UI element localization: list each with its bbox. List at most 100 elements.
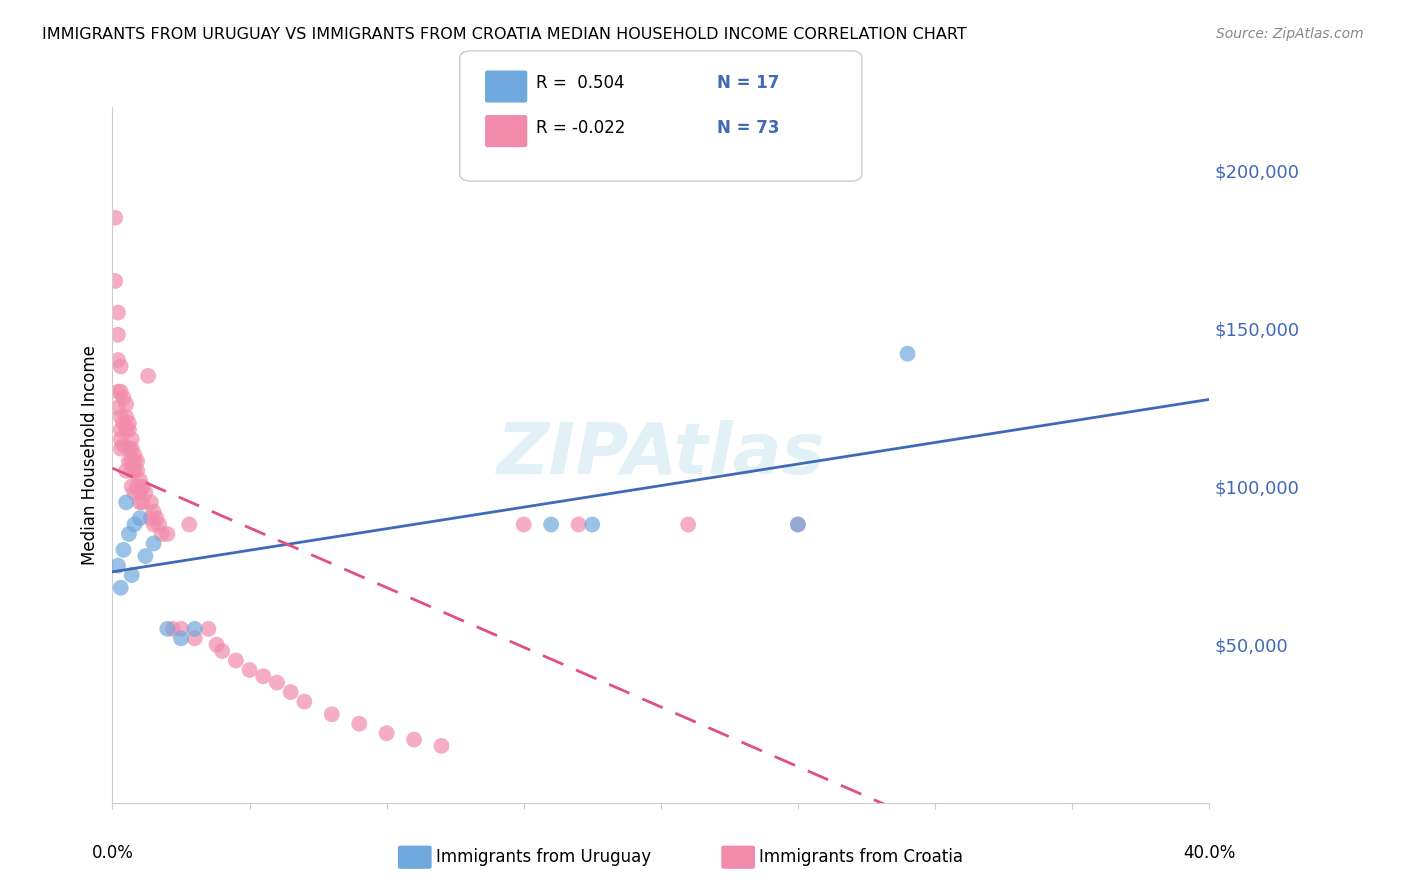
Point [430,739,453,753]
Text: N = 73: N = 73 [717,119,779,136]
Point [121,442,143,456]
Text: Immigrants from Croatia: Immigrants from Croatia [759,848,963,866]
Point [121,464,143,478]
Point [211,644,233,658]
Text: Immigrants from Uruguay: Immigrants from Uruguay [436,848,651,866]
Text: ZIPAtlas: ZIPAtlas [496,420,825,490]
Point [225,653,247,667]
Point [170,632,193,646]
Point [183,622,207,636]
Point [127,464,149,478]
Point [118,442,141,456]
Point [252,669,274,683]
Text: N = 17: N = 17 [717,74,779,92]
Point [112,417,135,431]
Point [294,695,316,709]
Point [127,479,149,493]
Text: 40.0%: 40.0% [1182,844,1236,862]
Text: Source: ZipAtlas.com: Source: ZipAtlas.com [1216,27,1364,41]
Point [568,517,591,532]
Point [145,511,167,525]
Point [121,454,143,468]
Point [787,517,810,532]
Point [110,359,132,374]
Point [112,542,135,557]
Point [110,384,132,399]
Point [156,622,179,636]
Point [156,527,179,541]
Point [321,707,343,722]
Point [121,479,143,493]
Text: R =  0.504: R = 0.504 [536,74,624,92]
Point [115,397,138,411]
Point [115,495,138,509]
Point [124,454,146,468]
Point [142,536,165,550]
Point [513,517,536,532]
Point [170,622,193,636]
Point [110,581,132,595]
Point [375,726,398,740]
Point [404,732,426,747]
Point [118,454,141,468]
Point [110,409,132,424]
Point [134,549,156,563]
Point [129,473,152,487]
Point [118,527,141,541]
Point [107,305,129,319]
Point [266,675,288,690]
Point [129,495,152,509]
Point [124,464,146,478]
Text: R = -0.022: R = -0.022 [536,119,626,136]
Point [110,432,132,446]
Point [205,638,228,652]
Point [112,391,135,405]
Point [121,568,143,582]
Point [121,432,143,446]
Point [129,511,152,525]
Point [104,211,127,225]
Point [131,479,153,493]
Point [124,517,146,532]
Point [787,517,810,532]
Point [107,327,129,342]
Point [678,517,700,532]
Point [349,716,371,731]
Point [131,495,153,509]
Point [107,401,129,415]
Point [124,448,146,462]
Point [124,486,146,500]
Point [115,423,138,437]
Point [142,517,165,532]
Point [148,517,170,532]
Point [179,517,201,532]
Point [127,454,149,468]
Point [107,558,129,573]
Point [104,274,127,288]
Text: 0.0%: 0.0% [91,844,134,862]
Point [134,486,156,500]
Point [110,423,132,437]
Point [112,438,135,452]
Point [115,409,138,424]
Point [110,442,132,456]
Point [118,417,141,431]
Point [139,495,162,509]
Point [540,517,562,532]
Y-axis label: Median Household Income: Median Household Income [80,345,98,565]
Point [118,423,141,437]
Point [139,511,162,525]
Point [197,622,219,636]
Point [107,384,129,399]
Point [897,347,920,361]
Point [142,505,165,519]
Point [150,527,173,541]
Point [115,464,138,478]
Point [129,486,152,500]
Text: IMMIGRANTS FROM URUGUAY VS IMMIGRANTS FROM CROATIA MEDIAN HOUSEHOLD INCOME CORRE: IMMIGRANTS FROM URUGUAY VS IMMIGRANTS FR… [42,27,967,42]
Point [581,517,603,532]
Point [280,685,302,699]
Point [162,622,184,636]
Point [239,663,262,677]
Point [183,632,207,646]
